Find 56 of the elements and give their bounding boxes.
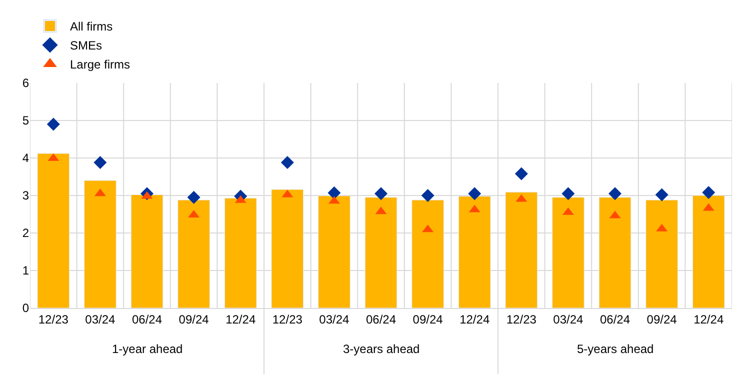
bar xyxy=(271,189,304,308)
point xyxy=(468,187,482,200)
point xyxy=(187,190,200,204)
bar xyxy=(505,192,538,308)
bar xyxy=(130,194,164,308)
x-tick-label: 06/24 xyxy=(132,312,162,326)
x-tick-label: 12/24 xyxy=(460,312,490,326)
point xyxy=(562,187,575,200)
x-tick-label: 12/23 xyxy=(506,312,537,326)
x-tick-label: 09/24 xyxy=(178,312,210,326)
y-tick-label: 1 xyxy=(22,264,30,278)
x-tick-label: 09/24 xyxy=(646,312,678,326)
y-tick-label: 2 xyxy=(22,226,30,240)
bar xyxy=(646,200,678,308)
y-tick-label: 6 xyxy=(22,76,30,90)
bar xyxy=(178,200,210,308)
point xyxy=(328,186,341,200)
x-tick-label: 06/24 xyxy=(366,312,396,326)
text: 3-years ahead xyxy=(343,342,420,356)
point xyxy=(46,118,60,131)
y-tick-label: 4 xyxy=(22,151,30,166)
x-tick-label: 03/24 xyxy=(319,312,350,326)
legend-label: Large firms xyxy=(70,58,130,72)
bar xyxy=(412,200,444,308)
bar xyxy=(224,198,257,308)
x-tick-label: 03/24 xyxy=(553,312,584,326)
point xyxy=(702,186,716,199)
y-tick-label: 0 xyxy=(22,301,30,316)
bar xyxy=(598,197,632,308)
point xyxy=(514,167,528,180)
bar xyxy=(552,197,584,308)
text: 5-years ahead xyxy=(577,342,654,356)
x-tick-label: 12/24 xyxy=(226,312,256,326)
legend-label: All firms xyxy=(70,20,113,34)
x-tick-label: 03/24 xyxy=(85,312,116,326)
point xyxy=(421,189,434,202)
point xyxy=(655,188,668,202)
text: 1-year ahead xyxy=(112,342,183,356)
bar xyxy=(458,196,491,308)
bar xyxy=(37,153,70,308)
bar xyxy=(692,195,725,308)
point xyxy=(374,187,388,200)
point xyxy=(94,156,107,169)
x-tick-label: 12/23 xyxy=(272,312,303,326)
y-tick-label: 5 xyxy=(22,114,30,128)
bar xyxy=(318,196,350,308)
x-tick-label: 06/24 xyxy=(600,312,630,326)
legend-label: SMEs xyxy=(70,38,102,53)
bar xyxy=(364,197,398,308)
point xyxy=(608,187,622,200)
bar xyxy=(84,180,116,308)
point xyxy=(280,156,294,169)
x-tick-label: 12/24 xyxy=(694,312,724,326)
x-tick-label: 09/24 xyxy=(412,312,444,326)
y-tick-label: 3 xyxy=(22,188,30,203)
x-tick-label: 12/23 xyxy=(38,312,69,326)
